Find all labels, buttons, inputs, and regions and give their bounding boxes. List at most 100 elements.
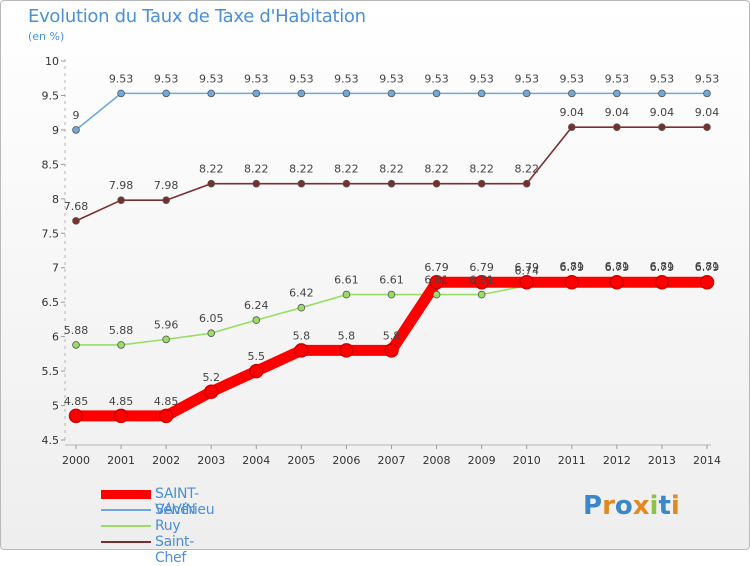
logo-letter: i [670,491,680,521]
data-label: 6.79 [695,261,720,274]
data-label: 6.81 [605,260,630,273]
data-point [158,408,174,424]
data-point [162,335,170,344]
data-label: 9.53 [605,72,630,85]
data-label: 5.8 [338,329,356,342]
data-point [297,89,306,98]
data-point [342,290,351,299]
y-tick-label: 8.5 [42,158,60,171]
data-label: 9.04 [560,106,585,119]
data-label: 5.2 [202,371,220,384]
y-tick-label: 6 [52,331,59,344]
data-label: 9.53 [154,72,179,85]
data-point [297,303,306,312]
x-tick-label: 2007 [378,454,406,467]
data-point [294,343,309,358]
data-label: 8.22 [334,163,359,176]
y-tick-label: 8 [52,193,59,206]
data-point [207,329,216,337]
data-point [564,274,580,290]
data-label: 4.85 [64,395,89,408]
x-tick-label: 2012 [603,454,631,467]
data-label: 9.53 [695,72,720,85]
legend-swatch [101,541,151,543]
x-tick-label: 2008 [423,454,451,467]
data-point [477,179,486,188]
series-points [68,89,715,424]
data-point [699,274,715,290]
data-point [658,123,666,131]
logo-letter: t [658,491,671,521]
data-point [703,89,711,98]
data-label: 8.22 [244,163,269,176]
data-point [252,89,261,98]
data-label: 9.53 [244,72,269,85]
chart-unit-label: (en %) [28,30,65,43]
data-point [522,89,531,98]
data-label: 9.53 [650,72,675,85]
data-label: 6.81 [560,260,585,273]
data-point [658,89,666,98]
data-label: 6.05 [199,312,224,325]
data-point [567,89,576,98]
data-label: 6.79 [469,261,494,274]
x-tick-label: 2011 [558,454,586,467]
series-lines [70,92,713,422]
data-point [519,274,534,290]
data-point [249,363,264,379]
data-label: 7.68 [64,200,89,213]
y-tick-label: 9.5 [42,89,60,102]
x-tick-label: 2009 [468,454,496,467]
data-label: 6.74 [514,265,539,278]
data-point [117,341,125,349]
x-tick-label: 2006 [332,454,360,467]
data-point [477,89,486,98]
legend-label: SAINT-SAVIN [155,486,199,518]
data-label: 9 [73,109,80,122]
data-point [387,179,396,188]
axes: 4.5 5 5.5 6 6.5 7 7.5 8 8.5 9 9.5 10 2000 2001 2002 200… [42,55,722,467]
x-tick-label: 2005 [287,454,315,467]
data-point [567,123,576,131]
data-point [387,89,396,98]
legend-swatch [101,525,151,527]
data-point [162,89,170,98]
y-tick-label: 10 [45,55,59,68]
y-tick-label: 7 [52,262,59,275]
data-point [342,179,351,188]
data-label: 6.61 [379,274,404,287]
y-tick-label: 5 [52,400,59,413]
data-label: 9.53 [469,72,494,85]
data-point [162,196,170,204]
data-point [703,123,711,131]
data-label: 5.5 [248,350,266,363]
data-label: 9.53 [109,72,134,85]
data-label: 7.98 [109,179,134,192]
data-label: 8.22 [514,163,539,176]
data-label: 6.79 [605,261,630,274]
y-tick-label: 4.5 [42,434,60,447]
y-tick-label: 6.5 [42,296,60,309]
data-point [72,126,80,134]
data-point [113,408,129,424]
data-point [609,274,625,290]
data-label: 4.85 [154,395,179,408]
data-point [207,179,216,188]
data-label: 6.61 [424,274,449,287]
data-label: 6.79 [514,261,539,274]
data-label: 9.53 [514,72,539,85]
data-label: 6.81 [695,260,720,273]
data-point [117,196,125,204]
logo-letter: x [632,491,650,521]
data-label: 6.61 [469,274,494,287]
data-point [432,89,441,98]
data-point [68,408,84,424]
data-point [613,89,621,98]
data-point [203,384,219,400]
data-label: 9.53 [289,72,314,85]
data-label: 8.22 [379,163,404,176]
data-point [342,89,351,98]
data-point [387,290,396,299]
data-label: 4.85 [109,395,134,408]
